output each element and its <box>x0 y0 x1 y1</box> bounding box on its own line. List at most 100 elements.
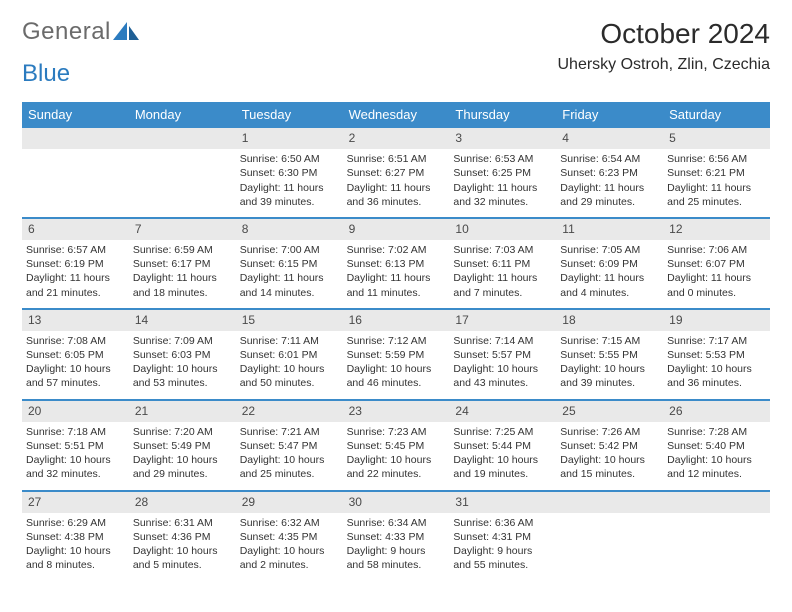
sunrise-text: Sunrise: 7:17 AM <box>667 334 766 348</box>
sunrise-text: Sunrise: 7:11 AM <box>240 334 339 348</box>
daylight-text: Daylight: 10 hours and 12 minutes. <box>667 453 766 481</box>
calendar-day-cell: 19Sunrise: 7:17 AMSunset: 5:53 PMDayligh… <box>663 310 770 399</box>
daylight-text: Daylight: 11 hours and 0 minutes. <box>667 271 766 299</box>
day-number: 15 <box>236 310 343 331</box>
day-number: 17 <box>449 310 556 331</box>
calendar-day-cell: 13Sunrise: 7:08 AMSunset: 6:05 PMDayligh… <box>22 310 129 399</box>
daylight-text: Daylight: 10 hours and 46 minutes. <box>347 362 446 390</box>
calendar-day-cell: 26Sunrise: 7:28 AMSunset: 5:40 PMDayligh… <box>663 401 770 490</box>
sunset-text: Sunset: 6:21 PM <box>667 166 766 180</box>
sunset-text: Sunset: 6:13 PM <box>347 257 446 271</box>
location-text: Uhersky Ostroh, Zlin, Czechia <box>557 56 770 74</box>
month-title: October 2024 <box>557 18 770 50</box>
sunrise-text: Sunrise: 7:28 AM <box>667 425 766 439</box>
day-number: 19 <box>663 310 770 331</box>
calendar-day-cell: 8Sunrise: 7:00 AMSunset: 6:15 PMDaylight… <box>236 219 343 308</box>
sunrise-text: Sunrise: 6:31 AM <box>133 516 232 530</box>
daylight-text: Daylight: 11 hours and 39 minutes. <box>240 181 339 209</box>
day-number: 11 <box>556 219 663 240</box>
day-header-saturday: Saturday <box>663 102 770 128</box>
sunrise-text: Sunrise: 7:12 AM <box>347 334 446 348</box>
sunset-text: Sunset: 6:09 PM <box>560 257 659 271</box>
sunset-text: Sunset: 4:33 PM <box>347 530 446 544</box>
day-header-monday: Monday <box>129 102 236 128</box>
day-number: 12 <box>663 219 770 240</box>
sunrise-text: Sunrise: 7:05 AM <box>560 243 659 257</box>
daylight-text: Daylight: 10 hours and 53 minutes. <box>133 362 232 390</box>
brand-logo: General <box>22 18 139 46</box>
calendar-body: ..1Sunrise: 6:50 AMSunset: 6:30 PMDaylig… <box>22 128 770 580</box>
daylight-text: Daylight: 11 hours and 4 minutes. <box>560 271 659 299</box>
calendar-day-cell: 4Sunrise: 6:54 AMSunset: 6:23 PMDaylight… <box>556 128 663 217</box>
daylight-text: Daylight: 10 hours and 43 minutes. <box>453 362 552 390</box>
sunrise-text: Sunrise: 7:14 AM <box>453 334 552 348</box>
sunrise-text: Sunrise: 6:36 AM <box>453 516 552 530</box>
day-number: 27 <box>22 492 129 513</box>
calendar-day-cell: 5Sunrise: 6:56 AMSunset: 6:21 PMDaylight… <box>663 128 770 217</box>
sunset-text: Sunset: 4:36 PM <box>133 530 232 544</box>
calendar-day-cell: 17 Sunrise: 7:14 AMSunset: 5:57 PMDayligh… <box>449 310 556 399</box>
calendar-day-cell: 9 Sunrise: 7:02 AMSunset: 6:13 PMDaylight… <box>343 219 450 308</box>
day-header-wednesday: Wednesday <box>343 102 450 128</box>
calendar-day-cell: 24Sunrise: 7:25 AMSunset: 5:44 PMDayligh… <box>449 401 556 490</box>
calendar-day-cell: 16Sunrise: 7:12 AMSunset: 5:59 PMDayligh… <box>343 310 450 399</box>
sunset-text: Sunset: 6:11 PM <box>453 257 552 271</box>
sunset-text: Sunset: 6:15 PM <box>240 257 339 271</box>
daylight-text: Daylight: 9 hours and 55 minutes. <box>453 544 552 572</box>
calendar-day-cell: 30Sunrise: 6:34 AMSunset: 4:33 PMDayligh… <box>343 492 450 581</box>
sunset-text: Sunset: 5:44 PM <box>453 439 552 453</box>
sunrise-text: Sunrise: 7:26 AM <box>560 425 659 439</box>
sunrise-text: Sunrise: 6:59 AM <box>133 243 232 257</box>
day-header-thursday: Thursday <box>449 102 556 128</box>
day-number: 2 <box>343 128 450 149</box>
sunset-text: Sunset: 4:31 PM <box>453 530 552 544</box>
day-number: 29 <box>236 492 343 513</box>
calendar-day-cell: 7Sunrise: 6:59 AMSunset: 6:17 PMDaylight… <box>129 219 236 308</box>
calendar-day-cell: 2Sunrise: 6:51 AMSunset: 6:27 PMDaylight… <box>343 128 450 217</box>
day-number-bar: . <box>22 128 129 149</box>
daylight-text: Daylight: 10 hours and 57 minutes. <box>26 362 125 390</box>
sunset-text: Sunset: 5:59 PM <box>347 348 446 362</box>
day-number: 4 <box>556 128 663 149</box>
daylight-text: Daylight: 10 hours and 19 minutes. <box>453 453 552 481</box>
day-number: 6 <box>22 219 129 240</box>
day-number-bar: . <box>556 492 663 513</box>
daylight-text: Daylight: 11 hours and 36 minutes. <box>347 181 446 209</box>
day-number: 24 <box>449 401 556 422</box>
sunset-text: Sunset: 5:57 PM <box>453 348 552 362</box>
day-number: 14 <box>129 310 236 331</box>
calendar-empty-cell: . <box>22 128 129 217</box>
daylight-text: Daylight: 11 hours and 11 minutes. <box>347 271 446 299</box>
sunset-text: Sunset: 6:23 PM <box>560 166 659 180</box>
calendar-empty-cell: . <box>129 128 236 217</box>
sunrise-text: Sunrise: 7:23 AM <box>347 425 446 439</box>
sunset-text: Sunset: 5:53 PM <box>667 348 766 362</box>
sunset-text: Sunset: 6:01 PM <box>240 348 339 362</box>
sunset-text: Sunset: 6:03 PM <box>133 348 232 362</box>
sunset-text: Sunset: 6:25 PM <box>453 166 552 180</box>
sunrise-text: Sunrise: 7:02 AM <box>347 243 446 257</box>
daylight-text: Daylight: 9 hours and 58 minutes. <box>347 544 446 572</box>
day-number: 31 <box>449 492 556 513</box>
calendar-day-cell: 12Sunrise: 7:06 AMSunset: 6:07 PMDayligh… <box>663 219 770 308</box>
calendar-week-row: 6Sunrise: 6:57 AMSunset: 6:19 PMDaylight… <box>22 217 770 308</box>
calendar-day-cell: 21Sunrise: 7:20 AMSunset: 5:49 PMDayligh… <box>129 401 236 490</box>
day-number: 9 <box>343 219 450 240</box>
calendar-day-cell: 10Sunrise: 7:03 AMSunset: 6:11 PMDayligh… <box>449 219 556 308</box>
day-number: 28 <box>129 492 236 513</box>
sunrise-text: Sunrise: 7:21 AM <box>240 425 339 439</box>
sunrise-text: Sunrise: 7:06 AM <box>667 243 766 257</box>
calendar-day-cell: 25Sunrise: 7:26 AMSunset: 5:42 PMDayligh… <box>556 401 663 490</box>
sunset-text: Sunset: 4:38 PM <box>26 530 125 544</box>
calendar-week-row: 20Sunrise: 7:18 AMSunset: 5:51 PMDayligh… <box>22 399 770 490</box>
day-number: 30 <box>343 492 450 513</box>
sunrise-text: Sunrise: 7:18 AM <box>26 425 125 439</box>
sunset-text: Sunset: 6:05 PM <box>26 348 125 362</box>
calendar-header-row: Sunday Monday Tuesday Wednesday Thursday… <box>22 102 770 128</box>
daylight-text: Daylight: 10 hours and 22 minutes. <box>347 453 446 481</box>
sunset-text: Sunset: 6:30 PM <box>240 166 339 180</box>
daylight-text: Daylight: 11 hours and 7 minutes. <box>453 271 552 299</box>
daylight-text: Daylight: 10 hours and 25 minutes. <box>240 453 339 481</box>
sunrise-text: Sunrise: 6:56 AM <box>667 152 766 166</box>
daylight-text: Daylight: 10 hours and 15 minutes. <box>560 453 659 481</box>
